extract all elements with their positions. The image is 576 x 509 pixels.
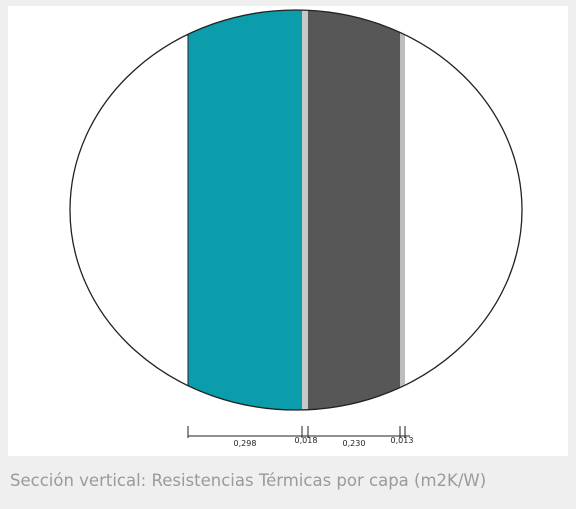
dimension-label: 0,013 (391, 436, 414, 445)
dimension-label: 0,230 (343, 439, 366, 448)
caption: Sección vertical: Resistencias Térmicas … (10, 471, 486, 490)
dimension-line (187, 426, 410, 438)
layer-brick (308, 10, 400, 410)
dimension-label: 0,298 (234, 439, 257, 448)
layer-insulation (188, 10, 302, 410)
layer-air (302, 10, 308, 410)
wall-layers (187, 10, 405, 410)
section-outline (69, 9, 523, 411)
dimension-label: 0,018 (295, 436, 318, 445)
layer-plaster (400, 10, 405, 410)
